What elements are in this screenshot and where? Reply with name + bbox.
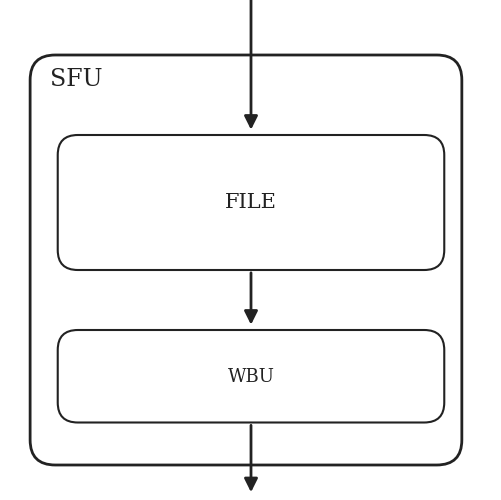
Text: FILE: FILE	[224, 193, 277, 212]
FancyBboxPatch shape	[58, 330, 443, 422]
Text: SFU: SFU	[50, 68, 103, 92]
FancyBboxPatch shape	[58, 135, 443, 270]
FancyBboxPatch shape	[30, 55, 461, 465]
Text: WBU: WBU	[227, 368, 274, 386]
